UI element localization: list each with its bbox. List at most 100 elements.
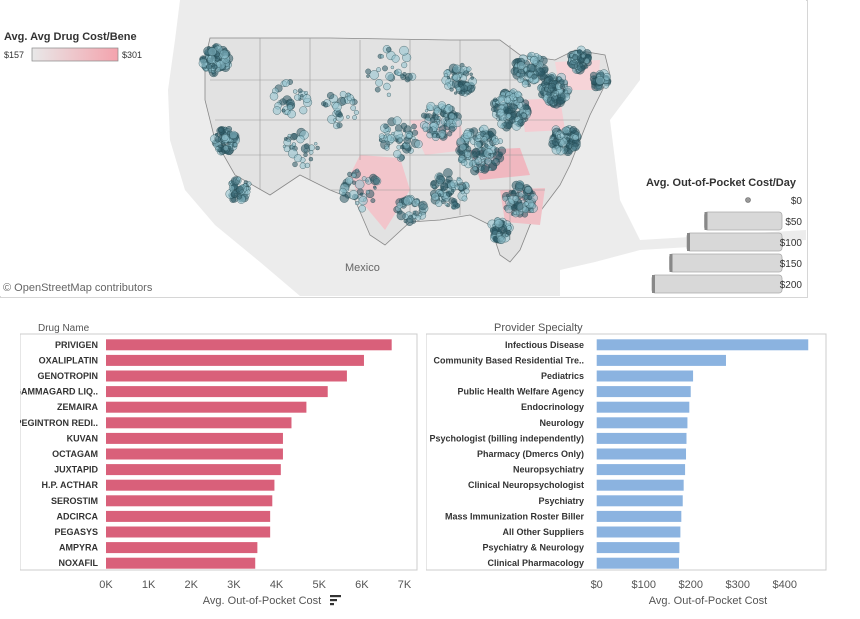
provider-marker[interactable] xyxy=(564,89,569,94)
category-label[interactable]: PEGASYS xyxy=(54,527,98,537)
provider-marker[interactable] xyxy=(402,128,406,133)
category-label[interactable]: ZEMAIRA xyxy=(57,402,98,412)
provider-marker[interactable] xyxy=(430,180,437,187)
provider-marker[interactable] xyxy=(492,138,500,146)
provider-markers[interactable] xyxy=(198,43,612,245)
provider-marker[interactable] xyxy=(526,63,536,73)
bar[interactable] xyxy=(106,495,273,507)
provider-marker[interactable] xyxy=(391,54,400,63)
provider-marker[interactable] xyxy=(435,175,445,185)
provider-marker[interactable] xyxy=(303,152,308,158)
provider-marker[interactable] xyxy=(466,66,472,72)
provider-marker[interactable] xyxy=(397,137,403,143)
bar[interactable] xyxy=(596,542,680,554)
category-label[interactable]: Clinical Neuropsychologist xyxy=(468,480,584,490)
provider-marker[interactable] xyxy=(346,115,350,119)
provider-marker[interactable] xyxy=(347,171,353,177)
provider-marker[interactable] xyxy=(302,94,312,103)
provider-marker[interactable] xyxy=(229,130,238,140)
provider-marker[interactable] xyxy=(299,106,308,115)
provider-marker[interactable] xyxy=(576,63,586,72)
bar[interactable] xyxy=(106,401,307,413)
provider-marker[interactable] xyxy=(391,131,395,136)
category-label[interactable]: All Other Suppliers xyxy=(502,527,584,537)
provider-marker[interactable] xyxy=(529,56,539,65)
provider-marker[interactable] xyxy=(449,87,454,92)
provider-marker[interactable] xyxy=(553,102,558,106)
provider-marker[interactable] xyxy=(235,186,244,194)
provider-marker[interactable] xyxy=(326,91,335,100)
provider-marker[interactable] xyxy=(370,198,376,204)
provider-marker[interactable] xyxy=(556,96,565,105)
provider-marker[interactable] xyxy=(236,176,242,182)
category-label[interactable]: Psychologist (billing independently) xyxy=(429,433,584,443)
provider-marker[interactable] xyxy=(460,159,468,166)
provider-marker[interactable] xyxy=(349,99,356,105)
provider-marker[interactable] xyxy=(218,127,225,133)
provider-marker[interactable] xyxy=(352,115,358,120)
provider-marker[interactable] xyxy=(481,136,488,142)
bar[interactable] xyxy=(596,464,686,476)
provider-marker[interactable] xyxy=(358,196,368,206)
provider-marker[interactable] xyxy=(514,182,524,192)
provider-marker[interactable] xyxy=(437,193,442,197)
category-label[interactable]: JUXTAPID xyxy=(54,465,98,475)
provider-marker[interactable] xyxy=(553,93,557,97)
provider-marker[interactable] xyxy=(546,90,553,97)
provider-marker[interactable] xyxy=(455,86,462,92)
provider-marker[interactable] xyxy=(359,192,364,196)
provider-marker[interactable] xyxy=(521,112,527,119)
provider-marker[interactable] xyxy=(438,129,446,138)
provider-marker[interactable] xyxy=(476,134,482,140)
provider-marker[interactable] xyxy=(572,134,579,141)
drug-chart[interactable]: Drug Name PRIVIGEN OXALIPLATIN GENOTROPIN G… xyxy=(20,318,418,612)
provider-marker[interactable] xyxy=(406,133,412,139)
provider-marker[interactable] xyxy=(483,143,489,148)
bar[interactable] xyxy=(106,557,256,569)
provider-marker[interactable] xyxy=(415,214,422,221)
provider-marker[interactable] xyxy=(286,104,294,111)
provider-marker[interactable] xyxy=(418,212,423,217)
provider-marker[interactable] xyxy=(528,77,534,83)
provider-marker[interactable] xyxy=(522,206,529,214)
provider-marker[interactable] xyxy=(354,179,365,190)
category-label[interactable]: Clinical Pharmacology xyxy=(487,558,584,568)
provider-marker[interactable] xyxy=(562,126,570,135)
provider-marker[interactable] xyxy=(505,229,512,236)
provider-marker[interactable] xyxy=(378,138,383,143)
provider-marker[interactable] xyxy=(557,76,562,81)
provider-marker[interactable] xyxy=(418,200,428,211)
category-label[interactable]: Endocrinology xyxy=(521,402,584,412)
provider-marker[interactable] xyxy=(347,92,351,97)
provider-marker[interactable] xyxy=(436,121,441,125)
provider-marker[interactable] xyxy=(460,74,468,82)
provider-marker[interactable] xyxy=(208,68,212,72)
provider-marker[interactable] xyxy=(215,133,219,137)
provider-marker[interactable] xyxy=(300,93,304,98)
provider-marker[interactable] xyxy=(517,118,525,127)
bar[interactable] xyxy=(596,526,681,538)
provider-marker[interactable] xyxy=(287,133,292,138)
provider-marker[interactable] xyxy=(433,107,442,116)
provider-marker[interactable] xyxy=(494,219,504,228)
provider-marker[interactable] xyxy=(393,149,402,159)
provider-marker[interactable] xyxy=(531,73,538,80)
provider-marker[interactable] xyxy=(214,136,221,143)
provider-marker[interactable] xyxy=(296,135,305,144)
provider-marker[interactable] xyxy=(572,53,579,61)
provider-marker[interactable] xyxy=(384,145,390,151)
provider-marker[interactable] xyxy=(503,120,513,130)
provider-marker[interactable] xyxy=(338,187,347,196)
provider-marker[interactable] xyxy=(472,151,477,155)
provider-marker[interactable] xyxy=(233,142,238,147)
provider-marker[interactable] xyxy=(581,53,586,59)
provider-marker[interactable] xyxy=(490,106,497,113)
provider-marker[interactable] xyxy=(404,72,413,81)
provider-marker[interactable] xyxy=(480,165,489,174)
provider-marker[interactable] xyxy=(541,87,546,91)
category-label[interactable]: Psychiatry & Neurology xyxy=(482,543,584,553)
provider-marker[interactable] xyxy=(293,154,302,163)
provider-marker[interactable] xyxy=(401,62,408,69)
provider-marker[interactable] xyxy=(462,129,472,139)
bar[interactable] xyxy=(106,432,283,444)
